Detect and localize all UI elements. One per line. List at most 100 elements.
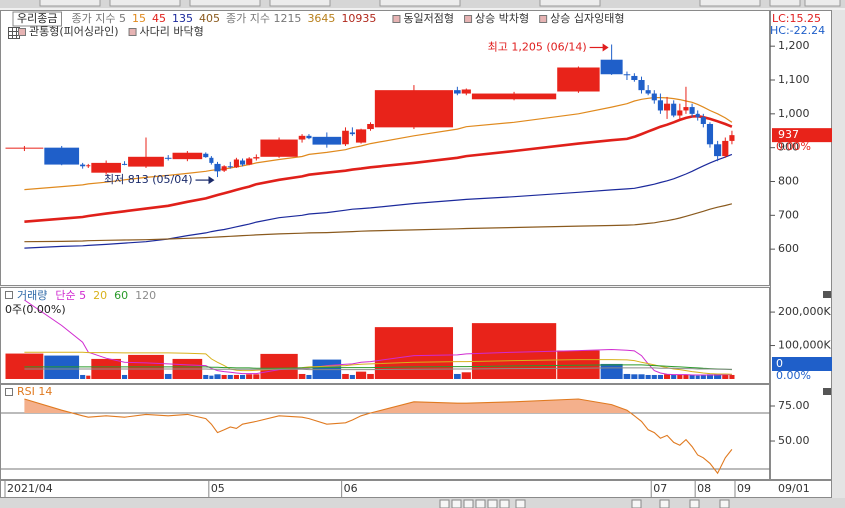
candle-body <box>557 67 600 92</box>
x-tick-label: 07 <box>653 482 667 495</box>
legend-entry: 405 <box>199 12 220 25</box>
candle-body <box>683 107 689 111</box>
pattern-icon <box>464 15 473 23</box>
candle-body <box>367 123 374 130</box>
candle-body <box>246 158 253 165</box>
volume-average <box>24 364 732 371</box>
candle-body <box>700 117 706 124</box>
legend-entry: 3645 <box>307 12 335 25</box>
volume-bar <box>260 353 298 379</box>
legend-entry: 45 <box>152 12 166 25</box>
volume-bar <box>663 374 671 379</box>
candle-body <box>203 153 209 158</box>
bottom-toolbar <box>0 498 845 508</box>
candle-body <box>663 103 671 111</box>
volume-bar <box>729 374 735 379</box>
x-tick-label: 06 <box>344 482 358 495</box>
candle-body <box>298 135 306 140</box>
lc-label: LC:15.25 <box>772 12 821 25</box>
candle-body <box>214 163 221 172</box>
candle-body <box>221 166 227 171</box>
volume-bar <box>246 374 253 379</box>
volume-bar <box>227 374 233 379</box>
volume-bar <box>700 374 706 379</box>
stock-name-box <box>12 11 62 27</box>
volume-last-label: 0 <box>776 357 783 370</box>
candle-body <box>695 113 700 118</box>
volume-bar <box>367 373 374 379</box>
candle-body <box>651 93 657 101</box>
pattern-icon <box>392 15 401 23</box>
volume-change-label: 0.00% <box>776 369 811 382</box>
candle-body <box>209 157 214 163</box>
candle-body <box>600 59 623 75</box>
pattern-icon <box>18 28 26 36</box>
volume-bar <box>221 374 227 379</box>
pattern-label: 관통형(피어싱라인) <box>29 25 119 38</box>
volume-bar <box>651 374 657 379</box>
y-tick-label: 700 <box>778 208 799 221</box>
candle-body <box>121 163 128 165</box>
candle-body <box>128 156 164 167</box>
candle-body <box>638 80 645 91</box>
scrollbar[interactable] <box>832 10 845 498</box>
rsi-overbought-fill <box>24 399 732 414</box>
low-annotation-arrowhead <box>208 176 215 185</box>
candle-body <box>172 152 203 160</box>
bottom-buttons[interactable] <box>439 499 730 508</box>
candle-body <box>44 147 80 165</box>
volume-checkbox[interactable] <box>5 291 13 299</box>
volume-bar <box>706 374 714 379</box>
volume-last-tag <box>772 357 832 371</box>
candle-body <box>80 164 86 167</box>
toolbar-cells <box>39 0 841 7</box>
candle-body <box>454 90 461 94</box>
y-tick-label: 800 <box>778 174 799 187</box>
volume-bar <box>203 374 209 379</box>
candle-body <box>374 90 454 128</box>
moving-average <box>24 97 733 191</box>
volume-bar <box>689 374 695 379</box>
legend-entry: 120 <box>135 289 156 302</box>
volume-bar <box>645 374 651 379</box>
candle-body <box>253 157 260 159</box>
candle-body <box>239 160 246 165</box>
candle-body <box>645 90 651 94</box>
volume-bar <box>306 374 312 379</box>
y-tick-label: 1,000 <box>778 107 810 120</box>
pattern-label: 동일저점형 <box>403 11 454 25</box>
rsi-checkbox[interactable] <box>5 388 13 396</box>
candle-body <box>631 75 638 81</box>
pattern-icon <box>128 28 137 36</box>
volume-bar <box>695 375 700 379</box>
pattern-label: 상승 박차형 <box>475 12 529 25</box>
candle-body <box>671 103 677 116</box>
legend-entry: 60 <box>114 289 128 302</box>
candle-body <box>227 166 233 168</box>
pattern-label: 사다리 바닥형 <box>140 25 204 38</box>
candle-body <box>5 147 44 149</box>
candle-body <box>461 89 471 94</box>
panel-button[interactable] <box>823 388 831 395</box>
volume-bar <box>209 375 214 379</box>
y-tick-label: 900 <box>778 141 799 154</box>
moving-average <box>24 203 733 243</box>
candle-body <box>164 157 172 159</box>
volume-bar <box>355 371 367 379</box>
volume-bar <box>121 374 128 379</box>
y-axis-column <box>770 10 832 480</box>
volume-bar <box>80 374 86 379</box>
moving-average <box>24 153 733 249</box>
candle-body <box>342 130 349 145</box>
last-price-tag <box>772 128 832 143</box>
rsi-title: RSI 14 <box>17 385 52 398</box>
y-tick-label: 1,100 <box>778 73 810 86</box>
volume-bar <box>638 374 645 379</box>
x-end-label: 09/01 <box>778 482 810 495</box>
volume-bar <box>342 373 349 379</box>
x-tick-label: 09 <box>737 482 751 495</box>
panel-button[interactable] <box>823 291 831 298</box>
legend-entry: 135 <box>172 12 193 25</box>
volume-bar <box>374 327 454 379</box>
